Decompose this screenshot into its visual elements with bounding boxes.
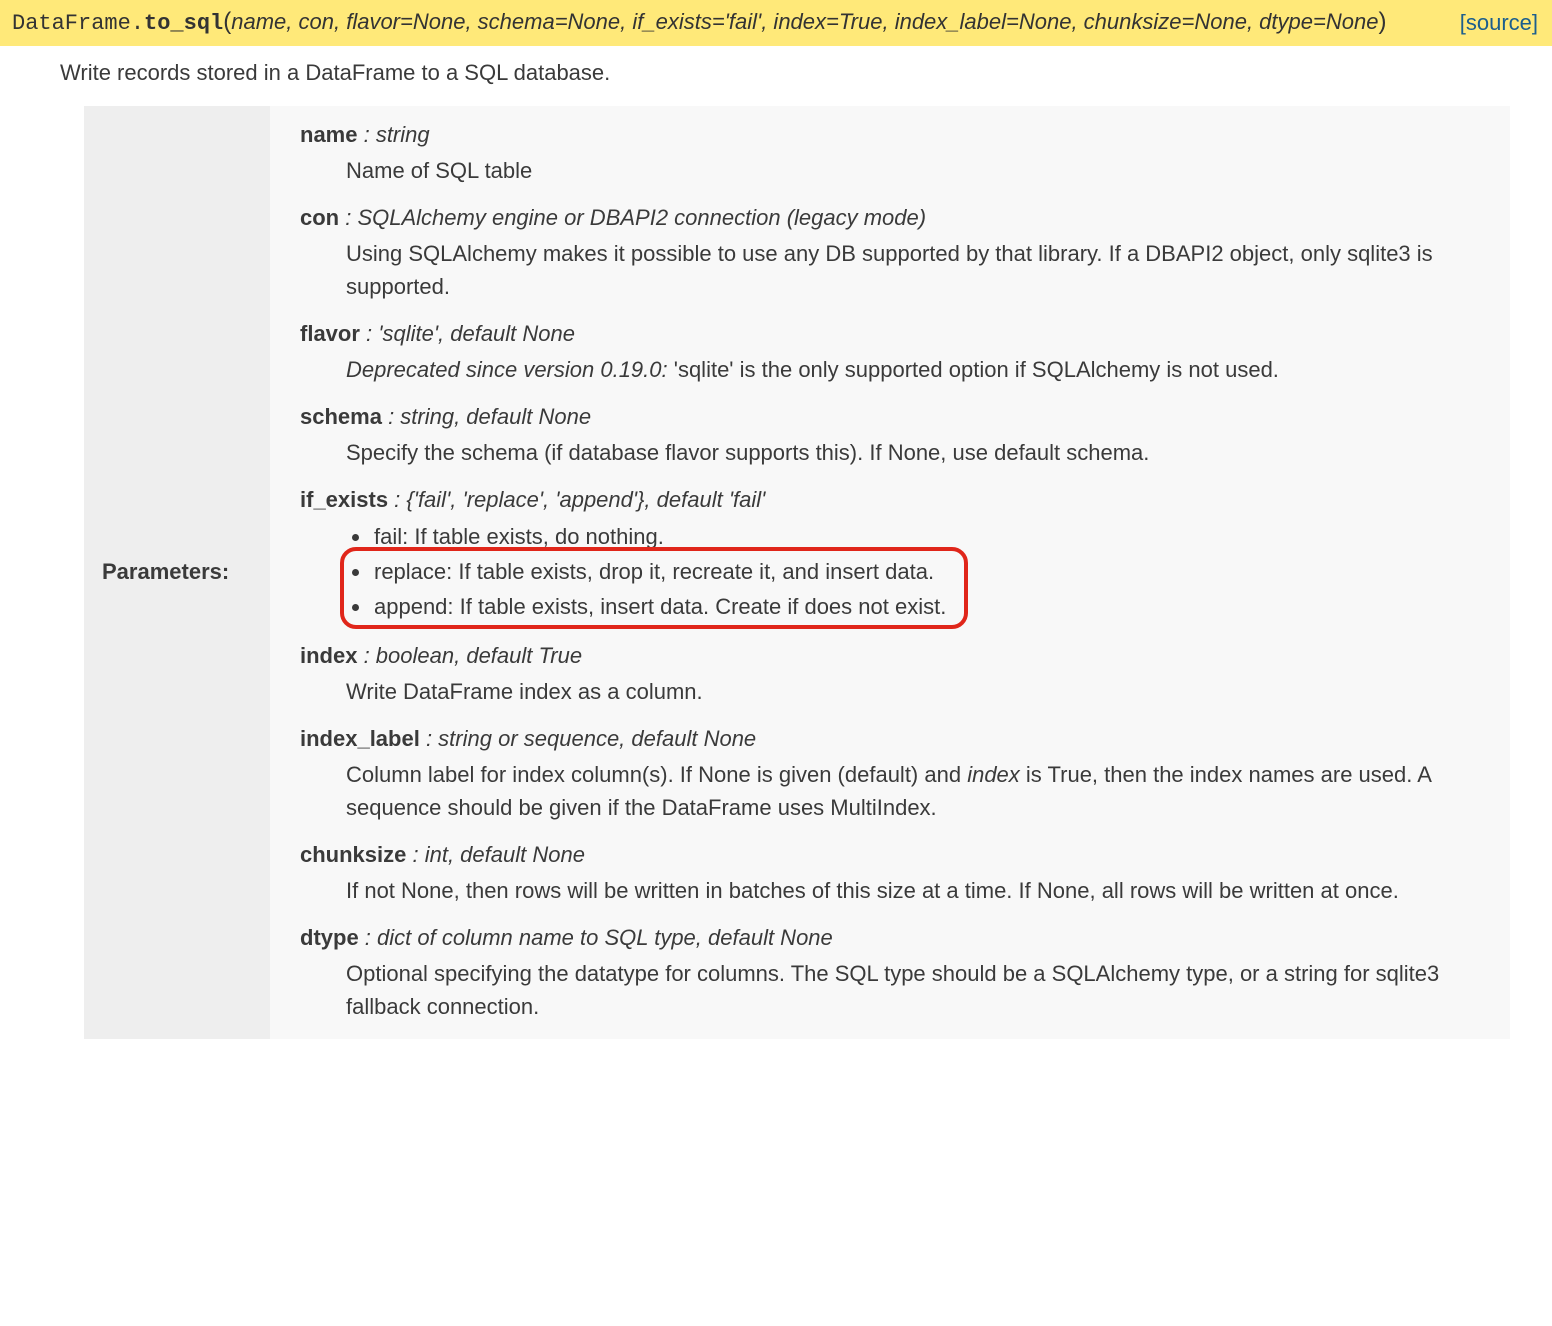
param-description: Name of SQL table bbox=[346, 154, 1488, 187]
param-label: index_label bbox=[300, 726, 420, 751]
param-label: con bbox=[300, 205, 339, 230]
desc-em: index bbox=[967, 762, 1020, 787]
param-name: name : string Name of SQL table bbox=[300, 122, 1488, 187]
param-dtype: dtype : dict of column name to SQL type,… bbox=[300, 925, 1488, 1023]
param-type: : {'fail', 'replace', 'append'}, default… bbox=[388, 487, 765, 512]
if-exists-options: fail: If table exists, do nothing. repla… bbox=[346, 519, 1488, 625]
param-label: schema bbox=[300, 404, 382, 429]
param-type: : string bbox=[357, 122, 429, 147]
param-index: index : boolean, default True Write Data… bbox=[300, 643, 1488, 708]
param-description: If not None, then rows will be written i… bbox=[346, 874, 1488, 907]
param-index-label: index_label : string or sequence, defaul… bbox=[300, 726, 1488, 824]
param-label: index bbox=[300, 643, 357, 668]
parameters-body: name : string Name of SQL table con : SQ… bbox=[270, 106, 1510, 1039]
param-label: flavor bbox=[300, 321, 360, 346]
param-if-exists: if_exists : {'fail', 'replace', 'append'… bbox=[300, 487, 1488, 625]
method-signature: DataFrame.to_sql(name, con, flavor=None,… bbox=[0, 0, 1552, 46]
param-type: : string or sequence, default None bbox=[420, 726, 756, 751]
desc-pre: Column label for index column(s). If Non… bbox=[346, 762, 967, 787]
source-link[interactable]: [source] bbox=[1460, 10, 1538, 36]
parameters-table: Parameters: name : string Name of SQL ta… bbox=[84, 106, 1510, 1039]
option-fail: fail: If table exists, do nothing. bbox=[372, 519, 1488, 554]
param-description: Deprecated since version 0.19.0: 'sqlite… bbox=[346, 353, 1488, 386]
deprecated-tail: 'sqlite' is the only supported option if… bbox=[674, 357, 1279, 382]
param-label: if_exists bbox=[300, 487, 388, 512]
param-type: : boolean, default True bbox=[357, 643, 582, 668]
param-con: con : SQLAlchemy engine or DBAPI2 connec… bbox=[300, 205, 1488, 303]
close-paren: ) bbox=[1378, 8, 1386, 35]
signature-class: DataFrame. bbox=[12, 11, 144, 36]
param-description: Using SQLAlchemy makes it possible to us… bbox=[346, 237, 1488, 303]
param-schema: schema : string, default None Specify th… bbox=[300, 404, 1488, 469]
param-type: : SQLAlchemy engine or DBAPI2 connection… bbox=[339, 205, 926, 230]
param-chunksize: chunksize : int, default None If not Non… bbox=[300, 842, 1488, 907]
param-type: : 'sqlite', default None bbox=[360, 321, 575, 346]
param-label: name bbox=[300, 122, 357, 147]
param-description: Write DataFrame index as a column. bbox=[346, 675, 1488, 708]
param-label: chunksize bbox=[300, 842, 406, 867]
param-description: Column label for index column(s). If Non… bbox=[346, 758, 1488, 824]
param-description: Specify the schema (if database flavor s… bbox=[346, 436, 1488, 469]
param-flavor: flavor : 'sqlite', default None Deprecat… bbox=[300, 321, 1488, 386]
signature-args: name, con, flavor=None, schema=None, if_… bbox=[231, 9, 1378, 34]
signature-method: to_sql bbox=[144, 11, 223, 36]
parameters-label: Parameters: bbox=[84, 106, 270, 1039]
option-append: append: If table exists, insert data. Cr… bbox=[372, 589, 1488, 624]
param-description: Optional specifying the datatype for col… bbox=[346, 957, 1488, 1023]
param-type: : dict of column name to SQL type, defau… bbox=[359, 925, 833, 950]
method-summary: Write records stored in a DataFrame to a… bbox=[0, 46, 1552, 106]
param-label: dtype bbox=[300, 925, 359, 950]
param-type: : string, default None bbox=[382, 404, 591, 429]
param-type: : int, default None bbox=[406, 842, 585, 867]
option-replace: replace: If table exists, drop it, recre… bbox=[372, 554, 1488, 589]
deprecated-prefix: Deprecated since version 0.19.0: bbox=[346, 357, 674, 382]
